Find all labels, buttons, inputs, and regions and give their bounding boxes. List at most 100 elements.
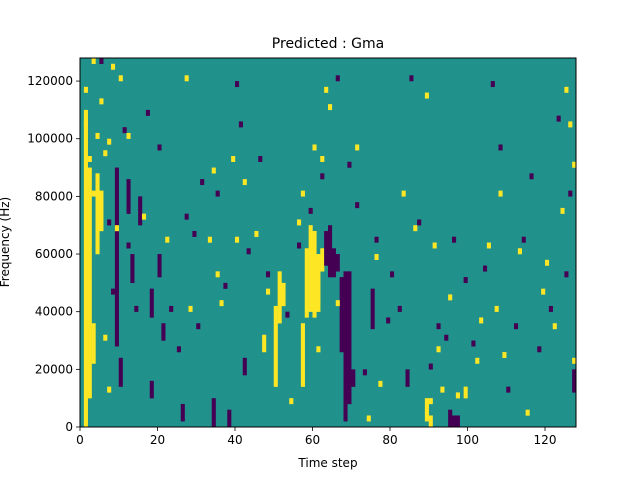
x-axis-label: Time step [297, 456, 357, 470]
heatmap-cell-high [432, 242, 437, 249]
heatmap-cell-high [165, 236, 170, 243]
heatmap-segment-low [227, 409, 232, 428]
heatmap-segment-high [273, 305, 278, 387]
x-axis-ticks: 0 20 40 60 80 100 120 [76, 427, 556, 447]
heatmap-cell-high [107, 138, 112, 145]
heatmap-cell-high [424, 92, 429, 99]
y-tick-label: 80000 [35, 189, 73, 203]
heatmap-cell-high [572, 357, 577, 364]
heatmap-cell-high [366, 415, 371, 422]
heatmap-cell-low [176, 346, 181, 353]
heatmap-cell-high [378, 380, 383, 387]
heatmap-cell-high [91, 190, 96, 197]
heatmap-cell-high [328, 104, 333, 111]
heatmap-cell-low [397, 305, 402, 312]
heatmap-cell-high [215, 271, 220, 278]
axes-frame [79, 57, 577, 428]
heatmap-segment-low [149, 380, 154, 399]
heatmap-cell-high [517, 248, 522, 255]
heatmap-cell-high [502, 352, 507, 359]
heatmap-cell-high [335, 300, 340, 307]
heatmap-cell-low [506, 386, 511, 393]
heatmap-cell-low [529, 173, 534, 180]
heatmap-cell-high [320, 156, 325, 162]
heatmap-cell-low [157, 144, 162, 151]
heatmap-cell-low [308, 207, 313, 214]
heatmap-cell-high [297, 219, 302, 226]
y-tick-label: 60000 [35, 247, 73, 261]
heatmap-cell-high [486, 242, 491, 249]
heatmap-cell-high [428, 398, 433, 405]
heatmap-segment-low [324, 230, 329, 266]
heatmap-segment-low [328, 225, 333, 278]
heatmap-cell-low [362, 369, 367, 376]
heatmap-cell-high [413, 225, 418, 232]
heatmap-cell-low [335, 75, 340, 82]
y-tick-label: 100000 [27, 132, 73, 146]
heatmap-cell-low [235, 81, 240, 88]
heatmap-cell-high [568, 121, 573, 128]
heatmap-cell-high [494, 305, 499, 312]
heatmap-segment-low [138, 196, 143, 226]
heatmap-cell-high [103, 150, 108, 157]
heatmap-segment-low [118, 357, 123, 387]
heatmap-segment-low [339, 277, 344, 353]
heatmap-cell-low [266, 271, 271, 278]
heatmap-cell-high [525, 409, 530, 416]
heatmap-cell-low [192, 230, 197, 237]
heatmap-cell-high [111, 63, 116, 70]
heatmap-segment-low [161, 323, 166, 341]
heatmap-segment-high [308, 225, 313, 312]
heatmap-cell-low [355, 202, 360, 209]
chart-title: Predicted : Gma [272, 36, 384, 52]
heatmap-cell-low [514, 323, 519, 330]
y-axis-label: Frequency (Hz) [0, 197, 12, 288]
y-tick-label: 20000 [35, 362, 73, 376]
heatmap-cell-low [436, 323, 441, 330]
heatmap-cell-low [390, 271, 395, 278]
heatmap-cell-low [169, 305, 174, 312]
heatmap-cell-high [289, 398, 294, 405]
heatmap-segment-high [91, 323, 96, 364]
heatmap-cell-high [103, 334, 108, 341]
heatmap-cells [83, 58, 577, 428]
heatmap-segment-high [300, 323, 305, 387]
heatmap-cell-low [238, 121, 243, 128]
heatmap-cell-high [479, 317, 484, 324]
x-tick-label: 60 [305, 433, 320, 447]
heatmap-segment-low [455, 415, 460, 428]
heatmap-cell-high [83, 121, 88, 128]
heatmap-cell-high [99, 98, 104, 105]
heatmap-cell-high [324, 86, 329, 93]
heatmap-cell-low [471, 340, 476, 347]
heatmap-cell-low [386, 317, 391, 324]
heatmap-cell-high [266, 288, 271, 295]
heatmap-segment-low [448, 409, 453, 428]
heatmap-cell-high [545, 259, 550, 266]
heatmap-cell-low [548, 305, 553, 312]
heatmap-segment-high [87, 167, 92, 399]
heatmap-segment-high [83, 109, 88, 428]
heatmap-cell-low [320, 173, 325, 180]
plot-area [79, 57, 577, 428]
heatmap-segment-high [95, 173, 100, 249]
heatmap-cell-low [417, 219, 422, 226]
heatmap-cell-high [118, 75, 123, 82]
x-tick-label: 100 [456, 433, 479, 447]
heatmap-segment-low [114, 167, 119, 347]
y-tick-label: 0 [65, 420, 73, 434]
heatmap-segment-high [320, 248, 325, 272]
y-tick-label: 40000 [35, 305, 73, 319]
heatmap-cell-high [316, 346, 321, 353]
heatmap-cell-high [142, 213, 147, 220]
heatmap-cell-high [440, 386, 445, 393]
heatmap-segment-low [130, 254, 135, 284]
heatmap-segment-low [242, 357, 247, 376]
heatmap-cell-low [490, 81, 495, 88]
y-tick-label: 120000 [27, 74, 73, 88]
heatmap-cell-high [552, 323, 557, 330]
heatmap-cell-high [87, 156, 92, 162]
heatmap-segment-high [424, 398, 429, 422]
heatmap-cell-high [211, 167, 216, 174]
heatmap-cell-low [452, 236, 457, 243]
